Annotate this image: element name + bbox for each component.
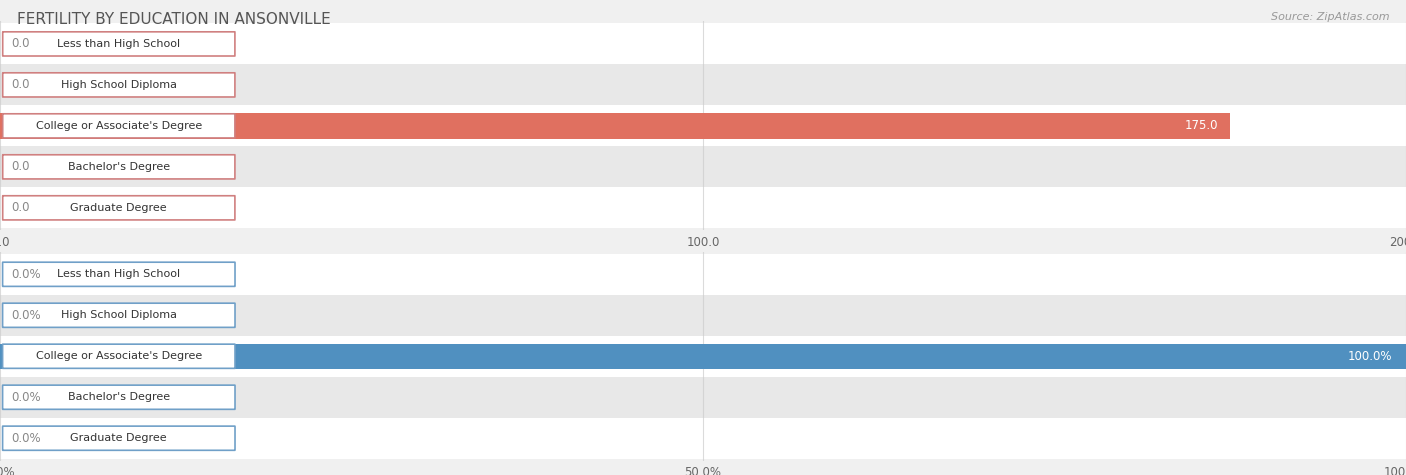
FancyBboxPatch shape [3, 385, 235, 409]
Text: College or Associate's Degree: College or Associate's Degree [35, 121, 202, 131]
Bar [0, 65, 1406, 105]
Text: High School Diploma: High School Diploma [60, 80, 177, 90]
Text: 0.0: 0.0 [11, 78, 30, 91]
Text: College or Associate's Degree: College or Associate's Degree [35, 351, 202, 361]
Text: FERTILITY BY EDUCATION IN ANSONVILLE: FERTILITY BY EDUCATION IN ANSONVILLE [17, 12, 330, 27]
FancyBboxPatch shape [3, 426, 235, 450]
Text: 0.0: 0.0 [11, 161, 30, 173]
FancyBboxPatch shape [3, 155, 235, 179]
Text: Graduate Degree: Graduate Degree [70, 203, 167, 213]
Bar [0, 105, 1406, 146]
Text: 0.0%: 0.0% [11, 309, 41, 322]
Bar [0, 146, 1406, 187]
Bar [0, 113, 1230, 139]
Text: 100.0%: 100.0% [1347, 350, 1392, 363]
FancyBboxPatch shape [3, 114, 235, 138]
Text: Bachelor's Degree: Bachelor's Degree [67, 162, 170, 172]
Bar [0, 295, 1406, 336]
Bar [0, 187, 1406, 228]
Bar [0, 336, 1406, 377]
FancyBboxPatch shape [3, 303, 235, 327]
Text: Bachelor's Degree: Bachelor's Degree [67, 392, 170, 402]
Bar [0, 377, 1406, 418]
Bar [0, 343, 1406, 369]
Text: 0.0: 0.0 [11, 38, 30, 50]
Text: 0.0%: 0.0% [11, 432, 41, 445]
Text: High School Diploma: High School Diploma [60, 310, 177, 320]
FancyBboxPatch shape [3, 73, 235, 97]
Text: 175.0: 175.0 [1184, 119, 1218, 133]
FancyBboxPatch shape [3, 344, 235, 368]
Text: 0.0%: 0.0% [11, 268, 41, 281]
Text: Less than High School: Less than High School [58, 39, 180, 49]
Text: Source: ZipAtlas.com: Source: ZipAtlas.com [1271, 12, 1389, 22]
Text: 0.0: 0.0 [11, 201, 30, 214]
Bar [0, 418, 1406, 459]
Bar [0, 254, 1406, 295]
FancyBboxPatch shape [3, 262, 235, 286]
Text: 0.0%: 0.0% [11, 391, 41, 404]
FancyBboxPatch shape [3, 32, 235, 56]
Bar [0, 23, 1406, 65]
FancyBboxPatch shape [3, 196, 235, 220]
Text: Less than High School: Less than High School [58, 269, 180, 279]
Text: Graduate Degree: Graduate Degree [70, 433, 167, 443]
